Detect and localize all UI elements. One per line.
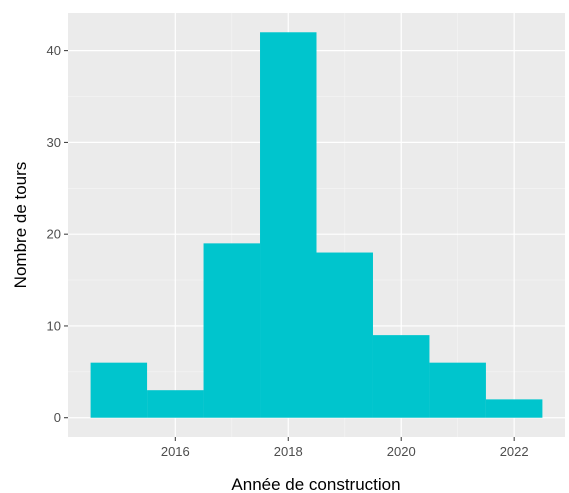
y-tick-label: 20 xyxy=(47,227,61,242)
x-tick-label: 2018 xyxy=(274,444,303,459)
histogram-bar xyxy=(372,335,430,418)
histogram-bar xyxy=(316,252,373,418)
histogram-bar xyxy=(90,362,148,418)
x-tick-label: 2020 xyxy=(387,444,416,459)
histogram-bars xyxy=(90,32,543,418)
histogram-bar xyxy=(203,243,261,418)
x-tick-label: 2022 xyxy=(500,444,529,459)
histogram-bar xyxy=(260,32,317,418)
y-tick-label: 30 xyxy=(47,135,61,150)
y-tick-label: 0 xyxy=(54,410,61,425)
x-tick-label: 2016 xyxy=(161,444,190,459)
histogram-bar xyxy=(147,390,204,418)
y-tick-label: 10 xyxy=(47,318,61,333)
y-tick-label: 40 xyxy=(47,43,61,58)
x-axis-title: Année de construction xyxy=(231,475,400,493)
histogram-bar xyxy=(429,362,486,418)
x-axis-ticks: 2016 2018 2020 2022 xyxy=(161,437,529,459)
y-axis-title: Nombre de tours xyxy=(11,162,30,289)
histogram-bar xyxy=(485,399,543,418)
y-axis-ticks: 0 10 20 30 40 xyxy=(47,43,68,425)
